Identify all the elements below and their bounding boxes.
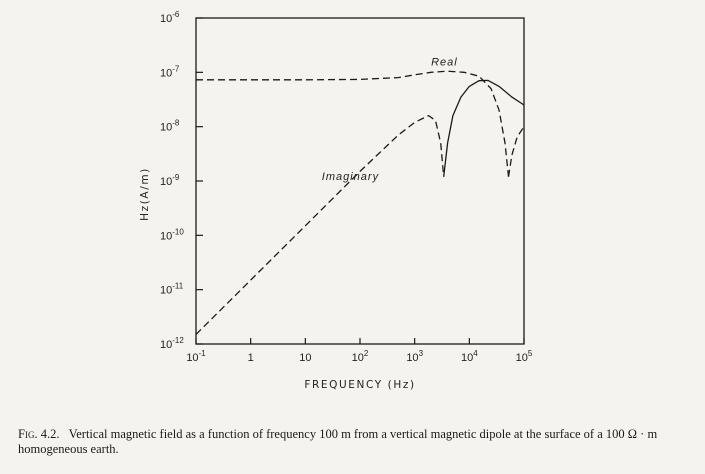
y-axis-title: Hz(A/m) <box>139 167 151 221</box>
figure-label: Fig. 4.2. <box>18 427 60 441</box>
curve-layer <box>195 70 525 335</box>
y-tick-label: 10-8 <box>160 119 180 134</box>
y-tick-label: 10-10 <box>160 227 184 242</box>
chart: 10-1 1 10 102 103 104 105 10-1210-1110-1010-91… <box>139 10 533 391</box>
x-tick-label: 103 <box>406 349 423 364</box>
annotations: Real Imaginary <box>322 56 458 183</box>
series-imaginary-solid-line-1 <box>443 79 525 177</box>
x-tick-label: 1 <box>248 352 254 364</box>
caption-text: Vertical magnetic field as a function of… <box>18 427 658 456</box>
y-tick-label: 10-12 <box>160 336 184 351</box>
series-imaginary-dashed-line-1 <box>195 114 445 335</box>
x-tick-label: 102 <box>352 349 369 364</box>
series-label-real: Real <box>431 56 458 68</box>
y-tick-label: 10-6 <box>160 10 180 25</box>
x-axis: 10-1 1 10 102 103 104 105 <box>186 338 533 364</box>
y-axis: 10-12 10-11 10-10 10-9 10-8 10-7 10-6 <box>160 10 203 351</box>
y-tick-label: 10-7 <box>160 64 180 79</box>
x-axis-title: FREQUENCY (Hz) <box>304 379 415 391</box>
series-label-imaginary: Imaginary <box>322 171 380 183</box>
x-tick-label: 104 <box>461 349 478 364</box>
series-real-dashed-line-2 <box>507 126 525 177</box>
y-tick-label: 10-9 <box>160 173 180 188</box>
figure-caption: Fig. 4.2. Vertical magnetic field as a f… <box>18 427 698 457</box>
x-tick-label: 105 <box>516 349 533 364</box>
x-tick-label: 10-1 <box>186 349 206 364</box>
x-tick-label: 10 <box>299 352 311 364</box>
series-real-dashed-line-1 <box>196 70 510 177</box>
y-tick-label: 10-11 <box>160 282 184 297</box>
